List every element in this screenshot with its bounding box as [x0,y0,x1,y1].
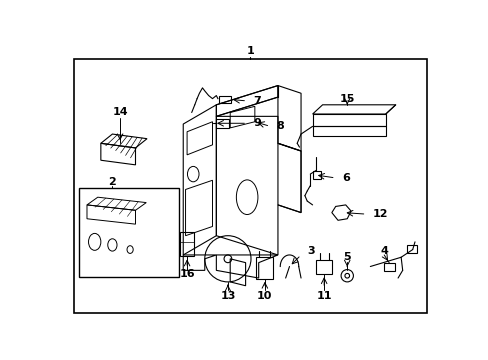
Text: 1: 1 [246,46,254,56]
Bar [313,171,321,179]
Bar [256,257,273,279]
Text: 7: 7 [253,96,261,106]
Bar [180,232,194,256]
Text: 2: 2 [108,177,116,187]
Bar [79,188,179,276]
Text: 6: 6 [341,173,349,183]
Bar [407,245,416,253]
Text: 11: 11 [316,291,331,301]
Bar [216,119,228,128]
Text: 10: 10 [257,291,272,301]
Text: 4: 4 [380,246,387,256]
Text: 15: 15 [339,94,354,104]
Bar [316,260,331,274]
Text: 12: 12 [372,209,387,219]
Bar [384,264,394,271]
Text: 5: 5 [343,252,350,262]
Text: 9: 9 [253,118,261,128]
Text: 13: 13 [220,291,235,301]
Text: 14: 14 [112,108,128,117]
Text: 8: 8 [276,121,284,131]
Bar [219,95,230,103]
Text: 16: 16 [179,269,195,279]
Text: 3: 3 [306,246,314,256]
